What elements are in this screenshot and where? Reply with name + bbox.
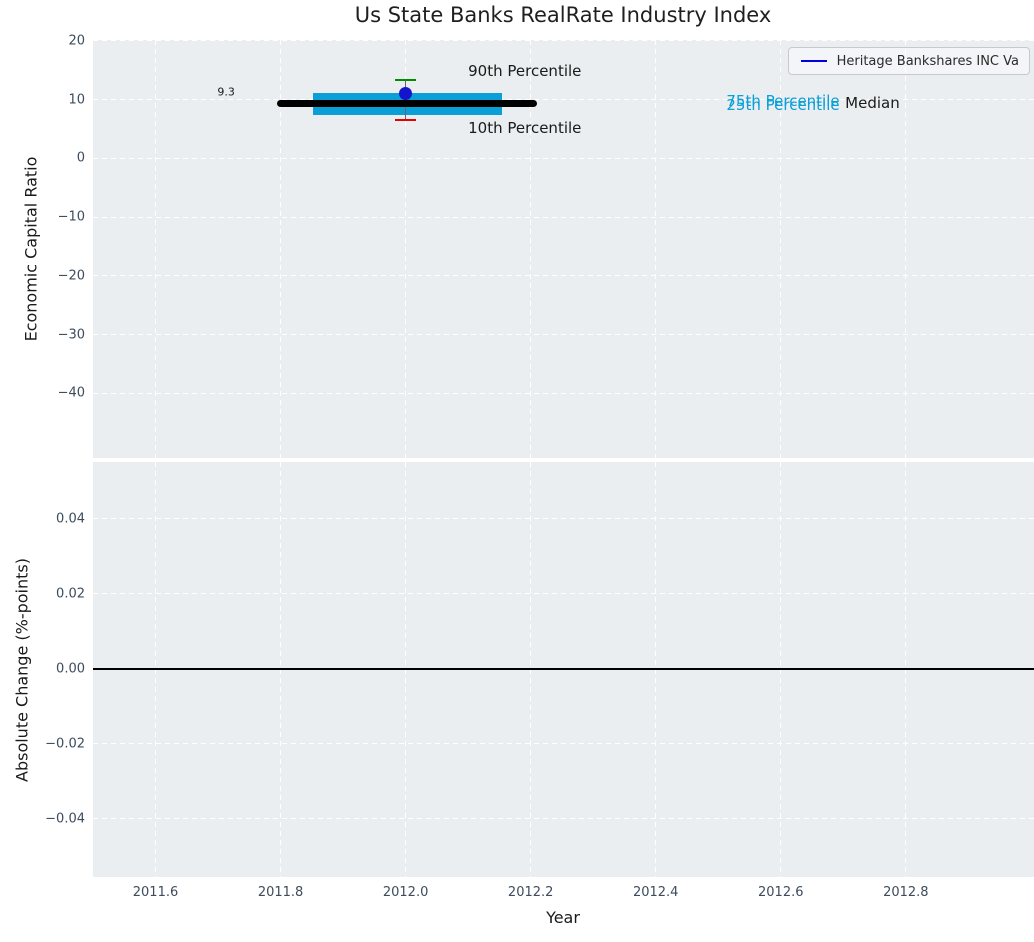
y-tick-label: 0.00 [56,661,85,677]
gridline-horizontal [93,40,1034,42]
y-tick-label: −20 [57,268,85,284]
p90-cap [394,78,417,82]
gridline-vertical [155,40,157,458]
y-axis-label-top: Economic Capital Ratio [21,156,41,342]
x-tick-label: 2011.6 [132,885,179,900]
y-axis-label-bottom: Absolute Change (%-points) [12,558,32,782]
x-tick-label: 2012.2 [507,885,554,900]
y-tick-label: −40 [57,385,85,401]
annotation-90th-percentile: 90th Percentile [468,61,582,80]
company-data-point [399,86,413,100]
y-tick-label: 0.04 [56,511,85,527]
gridline-vertical [655,40,657,458]
gridline-horizontal [93,334,1034,336]
y-tick-label: −30 [57,327,85,343]
gridline-horizontal [93,99,1034,101]
bottom-plot-area [93,462,1034,877]
gridline-vertical [280,40,282,458]
gridline-vertical [405,40,407,458]
gridline-horizontal [93,157,1034,159]
x-tick-label: 2012.6 [758,885,804,900]
gridline-horizontal [93,593,1034,595]
y-tick-label: 0 [76,150,85,166]
zero-line [93,667,1034,670]
median-line [276,99,537,108]
y-tick-label: −0.04 [45,811,85,827]
gridline-horizontal [93,392,1034,394]
chart-title: Us State Banks RealRate Industry Index [354,3,772,27]
gridline-vertical [530,40,532,458]
p10-cap [394,118,417,122]
y-tick-label: 20 [68,33,85,49]
x-tick-label: 2011.8 [257,885,304,900]
y-tick-label: −10 [57,209,85,225]
gridline-horizontal [93,743,1034,745]
annotation-75th-percentile: 75th Percentile [726,91,840,110]
x-tick-label: 2012.8 [883,885,929,900]
x-tick-label: 2012.4 [632,885,679,900]
annotation-9-3: 9.3 [217,85,235,99]
y-tick-label: 10 [68,92,85,108]
annotation-median: Median [845,94,900,113]
x-tick-label: 2012.0 [382,885,429,900]
gridline-vertical [780,40,782,458]
gridline-horizontal [93,518,1034,520]
gridline-horizontal [93,216,1034,218]
gridline-horizontal [93,275,1034,277]
gridline-horizontal [93,818,1034,820]
x-axis-label: Year [546,908,580,927]
annotation-10th-percentile: 10th Percentile [468,118,582,137]
legend: Heritage Bankshares INC Va [787,47,1030,75]
legend-label: Heritage Bankshares INC Va [836,53,1019,69]
y-tick-label: 0.02 [56,586,85,602]
y-tick-label: −0.02 [45,736,85,752]
legend-line-icon [800,60,827,62]
gridline-vertical [905,40,907,458]
top-plot-area: Heritage Bankshares INC Va 9.3 90th Perce… [93,40,1034,458]
annotation-25th-percentile: 25th Percentile [726,95,840,114]
